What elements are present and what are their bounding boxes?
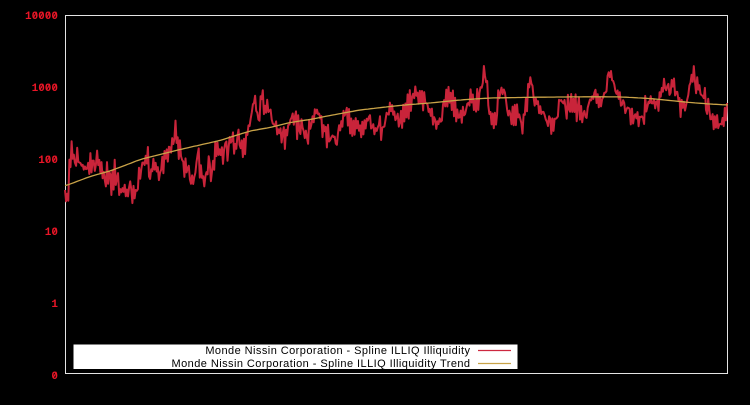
svg-text:Monde Nissin Corporation - Spl: Monde Nissin Corporation - Spline ILLIQ …: [205, 345, 470, 357]
svg-text:10000: 10000: [25, 11, 58, 23]
svg-text:Monde Nissin Corporation - Spl: Monde Nissin Corporation - Spline ILLIQ …: [172, 358, 471, 370]
svg-text:0: 0: [51, 371, 58, 383]
svg-text:1: 1: [51, 299, 58, 311]
svg-text:100: 100: [38, 155, 58, 167]
svg-text:1000: 1000: [32, 83, 58, 95]
